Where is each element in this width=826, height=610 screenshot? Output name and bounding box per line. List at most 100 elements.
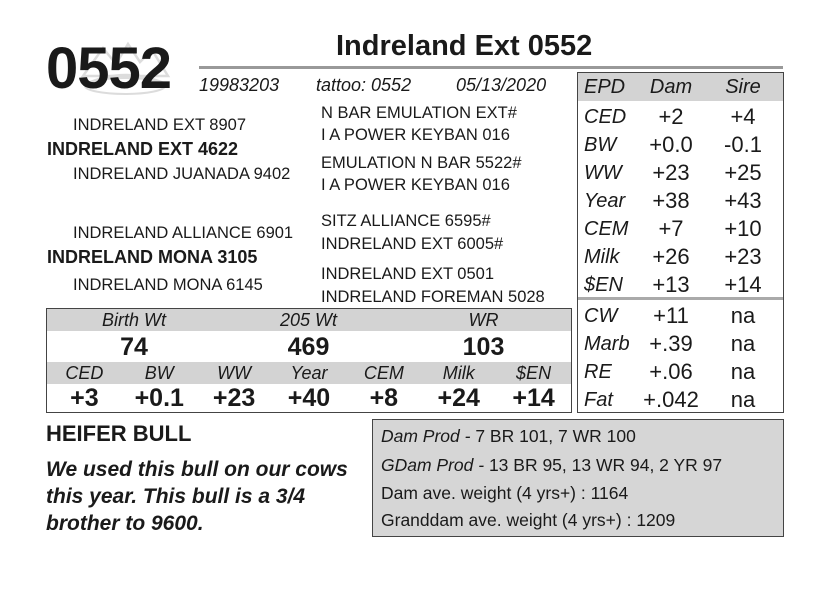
- pedigree-sire-sire-sire: N BAR EMULATION EXT#: [321, 104, 517, 122]
- epd-label: CEM: [584, 218, 629, 240]
- title-rule: [199, 66, 783, 69]
- sale-comment: We used this bull on our cows this year.…: [46, 458, 348, 535]
- epd-row-bw: BW +0.0 -0.1: [578, 131, 783, 159]
- epd-sire-value: +4: [730, 104, 756, 129]
- epd-label: Milk: [584, 246, 620, 268]
- epd-row-year: Year +38 +43: [578, 187, 783, 215]
- epd-label: Fat: [584, 389, 613, 411]
- weaning-ratio-label: WR: [468, 310, 499, 330]
- epd-header-sire: Sire: [725, 76, 761, 98]
- own-epd-value: +14: [512, 384, 555, 412]
- epd-dam-value: +.39: [649, 331, 693, 356]
- own-epd-value: +23: [212, 384, 256, 412]
- epd-row-milk: Milk +26 +23: [578, 243, 783, 271]
- own-epd-value: +40: [287, 384, 331, 412]
- own-epd-value: +3: [70, 384, 99, 412]
- pedigree-sire-sire: INDRELAND EXT 8907: [73, 116, 247, 134]
- granddam-average-weight: Granddam ave. weight (4 yrs+) : 1209: [381, 510, 676, 530]
- epd-sire-value: na: [730, 359, 756, 384]
- epd-dam-value: +26: [652, 244, 690, 269]
- birth-weight-value: 74: [120, 333, 148, 361]
- weights-header-band: [47, 309, 571, 331]
- production-box: Dam Prod - 7 BR 101, 7 WR 100 GDam Prod …: [372, 419, 784, 537]
- own-epd-label: $EN: [516, 363, 552, 383]
- pedigree-sire: INDRELAND EXT 4622: [47, 139, 239, 159]
- epd-label: RE: [584, 361, 612, 383]
- epd-dam-value: +13: [652, 272, 690, 297]
- pedigree-sire-dam: INDRELAND JUANADA 9402: [73, 165, 291, 183]
- epd-label: CED: [584, 106, 627, 128]
- epd-label: Marb: [584, 333, 630, 355]
- pedigree-dam-sire-dam: INDRELAND EXT 6005#: [321, 235, 504, 253]
- 205-weight-label: 205 Wt: [279, 310, 338, 330]
- granddam-production-label: GDam Prod -: [381, 455, 489, 475]
- own-epd-value: +24: [437, 384, 480, 412]
- epd-label: Year: [584, 190, 626, 212]
- 205-weight-value: 469: [287, 333, 330, 361]
- epd-row-cw: CW +11 na: [578, 302, 783, 330]
- pedigree-dam: INDRELAND MONA 3105: [47, 247, 258, 267]
- epd-header-dam: Dam: [649, 76, 693, 98]
- epd-dam-value: +38: [652, 188, 690, 213]
- epd-sire-value: +14: [724, 272, 762, 297]
- epd-table: EPD Dam Sire CED +2 +4 BW +0.0 -0.1 WW +23 +25 Ye…: [577, 72, 784, 413]
- epd-sire-value: na: [730, 387, 756, 412]
- dam-production-line: Dam Prod - 7 BR 101, 7 WR 100: [381, 422, 636, 450]
- own-epd-label: Milk: [442, 363, 475, 383]
- epd-dam-value: +.042: [643, 387, 699, 412]
- epd-row-en: $EN +13 +14: [578, 271, 783, 299]
- tattoo: tattoo: 0552: [316, 75, 412, 95]
- epd-row-fat: Fat +.042 na: [578, 386, 783, 414]
- epd-label: BW: [584, 134, 617, 156]
- epd-dam-value: +.06: [649, 359, 693, 384]
- epd-sire-value: +25: [724, 160, 762, 185]
- epd-dam-value: +0.0: [649, 132, 693, 157]
- epd-header-label: EPD: [584, 76, 626, 98]
- epd-sire-value: -0.1: [724, 132, 762, 157]
- own-epd-label: BW: [144, 363, 174, 383]
- epd-row-marb: Marb +.39 na: [578, 330, 783, 358]
- lot-number: 0552: [46, 36, 172, 101]
- epd-table-header-band: [578, 73, 783, 101]
- dam-production-label: Dam Prod -: [381, 426, 476, 446]
- epd-dam-value: +2: [658, 104, 684, 129]
- ranch-logo-watermark: [80, 41, 171, 95]
- epd-sire-value: na: [730, 303, 756, 328]
- epd-sire-value: +43: [724, 188, 762, 213]
- epd-dam-value: +7: [658, 216, 684, 241]
- epd-dam-value: +23: [652, 160, 690, 185]
- own-epd-label: CEM: [363, 363, 404, 383]
- own-epd-label: CED: [65, 363, 104, 383]
- own-epd-label: Year: [290, 363, 328, 383]
- pedigree-sire-dam-sire: EMULATION N BAR 5522#: [321, 154, 522, 172]
- granddam-production-line: GDam Prod - 13 BR 95, 13 WR 94, 2 YR 97: [381, 451, 722, 479]
- birth-weight-label: Birth Wt: [101, 310, 166, 330]
- epd-row-ww: WW +23 +25: [578, 159, 783, 187]
- epd-row-cem: CEM +7 +10: [578, 215, 783, 243]
- epd-label: CW: [584, 305, 618, 327]
- epd-label: $EN: [584, 274, 623, 296]
- epd-table-divider: [578, 297, 783, 300]
- epd-label: WW: [584, 162, 622, 184]
- epd-header-band: [47, 362, 571, 384]
- pedigree-dam-dam: INDRELAND MONA 6145: [73, 276, 263, 294]
- epd-row-re: RE +.06 na: [578, 358, 783, 386]
- weaning-ratio-value: 103: [462, 333, 505, 361]
- own-epd-label: WW: [217, 363, 252, 383]
- birth-date: 05/13/2020: [456, 75, 547, 95]
- pedigree-sire-dam-dam: I A POWER KEYBAN 016: [321, 176, 510, 194]
- own-epd-value: +8: [369, 384, 399, 412]
- dam-production-value: 7 BR 101, 7 WR 100: [475, 426, 636, 446]
- pedigree-dam-sire-sire: SITZ ALLIANCE 6595#: [321, 212, 491, 230]
- epd-sire-value: +23: [724, 244, 762, 269]
- pedigree-dam-dam-dam: INDRELAND FOREMAN 5028: [321, 288, 545, 306]
- granddam-production-value: 13 BR 95, 13 WR 94, 2 YR 97: [488, 455, 723, 475]
- pedigree-dam-sire: INDRELAND ALLIANCE 6901: [73, 224, 294, 242]
- dam-average-weight: Dam ave. weight (4 yrs+) : 1164: [381, 483, 629, 503]
- pedigree-sire-sire-dam: I A POWER KEYBAN 016: [321, 126, 510, 144]
- epd-row-ced: CED +2 +4: [578, 103, 783, 131]
- pedigree-dam-dam-sire: INDRELAND EXT 0501: [321, 265, 495, 283]
- own-epd-value: +0.1: [134, 384, 184, 412]
- epd-sire-value: na: [730, 331, 756, 356]
- animal-name: Indreland Ext 0552: [336, 30, 593, 62]
